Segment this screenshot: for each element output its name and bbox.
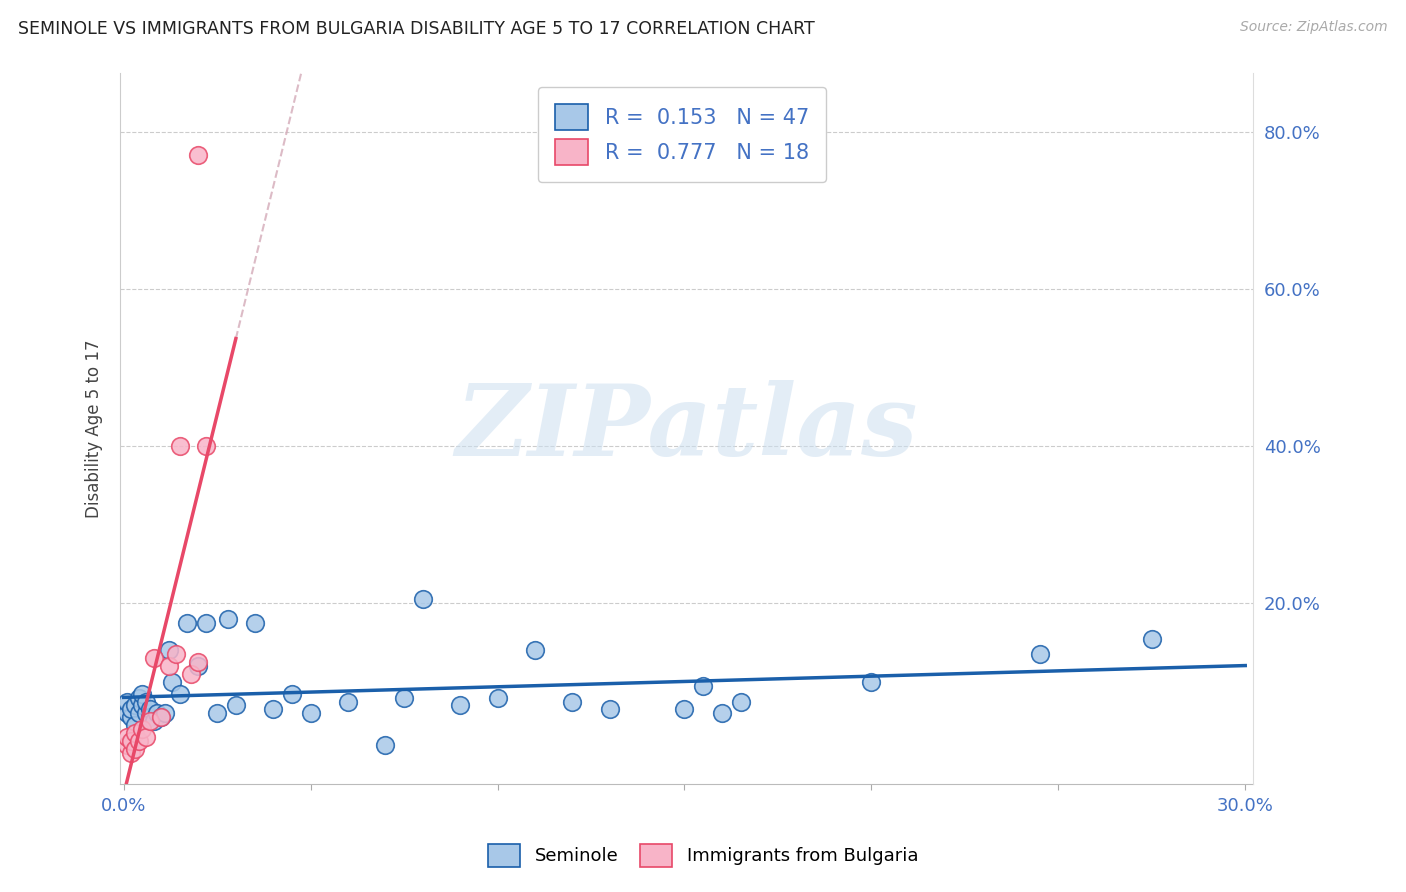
Point [128,690,150,705]
Point [135,695,157,709]
Point [730,695,752,709]
Point [217,612,239,626]
Y-axis label: Disability Age 5 to 17: Disability Age 5 to 17 [86,339,103,517]
Point [135,706,157,721]
Point [139,714,162,729]
Point [128,734,150,748]
Point [180,667,202,681]
Point [412,592,434,607]
Point [131,698,153,713]
Point [131,687,153,701]
Point [194,439,217,453]
Point [120,734,142,748]
Point [169,439,191,453]
Point [176,615,198,630]
Point [561,695,583,709]
Point [120,702,142,716]
Point [128,706,150,721]
Point [281,687,304,701]
Point [692,679,714,693]
Point [117,738,139,752]
Point [131,722,153,736]
Point [150,710,173,724]
Legend: Seminole, Immigrants from Bulgaria: Seminole, Immigrants from Bulgaria [478,835,928,876]
Point [374,738,396,752]
Point [157,659,180,673]
Point [142,714,165,729]
Point [120,746,142,760]
Point [124,698,146,713]
Point [187,655,209,669]
Point [117,706,139,721]
Point [205,706,228,721]
Point [117,730,139,744]
Point [124,718,146,732]
Point [142,651,165,665]
Point [243,615,266,630]
Point [449,698,471,713]
Point [124,726,146,740]
Legend: R =  0.153   N = 47, R =  0.777   N = 18: R = 0.153 N = 47, R = 0.777 N = 18 [538,87,825,182]
Point [169,687,191,701]
Point [337,695,360,709]
Point [139,702,162,716]
Point [150,710,173,724]
Point [135,730,157,744]
Point [146,706,169,721]
Point [124,741,146,756]
Point [299,706,322,721]
Point [165,648,187,662]
Point [187,659,209,673]
Point [225,698,247,713]
Point [392,690,415,705]
Point [486,690,509,705]
Point [120,710,142,724]
Point [860,674,883,689]
Point [710,706,733,721]
Point [187,148,209,162]
Text: SEMINOLE VS IMMIGRANTS FROM BULGARIA DISABILITY AGE 5 TO 17 CORRELATION CHART: SEMINOLE VS IMMIGRANTS FROM BULGARIA DIS… [18,20,815,37]
Text: ZIPatlas: ZIPatlas [456,380,918,476]
Point [673,702,696,716]
Point [1140,632,1163,646]
Point [599,702,621,716]
Text: Source: ZipAtlas.com: Source: ZipAtlas.com [1240,20,1388,34]
Point [194,615,217,630]
Point [153,706,176,721]
Point [117,695,139,709]
Point [139,710,162,724]
Point [523,643,546,657]
Point [262,702,284,716]
Point [162,674,184,689]
Point [1028,648,1050,662]
Point [157,643,180,657]
